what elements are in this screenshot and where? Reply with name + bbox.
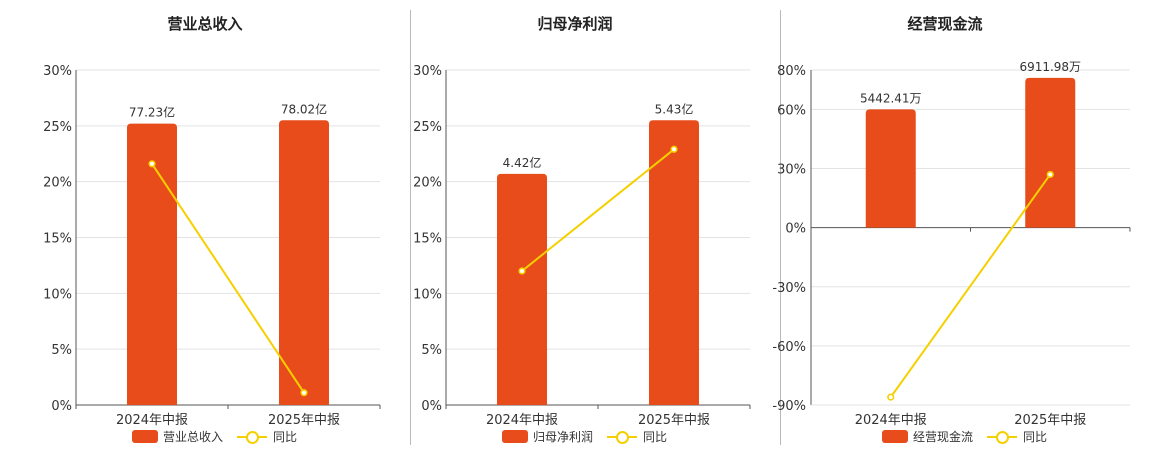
x-tick-label: 2024年中报 [855,413,927,428]
y-tick-label: 20% [413,176,442,191]
yoy-line [151,163,305,394]
legend-line-label: 同比 [1023,430,1048,444]
legend-bar-swatch [502,430,528,443]
y-tick-label: 30% [43,64,72,79]
x-tick-label: 2025年中报 [1014,413,1086,428]
x-tick-label: 2025年中报 [268,413,340,428]
y-tick-label: 15% [413,232,442,247]
x-tick-label: 2024年中报 [486,413,558,428]
legend-line-swatch [607,430,638,444]
y-tick-label: 5% [421,343,442,358]
bar [649,120,699,405]
y-tick-label: 10% [43,287,72,302]
chart-title: 营业总收入 [167,15,243,33]
bar [127,123,177,405]
legend-bar-swatch [132,430,158,443]
yoy-point [887,393,895,401]
bar-value-label: 6911.98万 [1019,60,1081,74]
y-tick-label: 0% [785,222,806,237]
yoy-point [670,145,678,153]
y-tick-label: -90% [772,399,806,414]
y-tick-label: 10% [413,287,442,302]
legend: 归母净利润 同比 [502,428,667,445]
y-tick-label: -60% [772,340,806,355]
panel-divider [410,10,411,445]
chart-panel-operating-cashflow: 经营现金流 80% 60% 30% 0% -30% -60% -90% 2024年中报 2025… [760,0,1131,450]
chart-svg-net-profit: 30% 25% 20% 15% 10% 5% 0% 2024年中报 2025年中报 4.42亿 5.… [413,64,751,428]
legend-bar-swatch [882,430,908,443]
y-tick-label: 5% [51,343,72,358]
chart-title: 归母净利润 [537,15,613,33]
yoy-point [300,389,308,397]
legend-bar-label: 营业总收入 [163,430,224,444]
legend: 营业总收入 同比 [132,428,297,445]
chart-panel-revenue: 营业总收入 30% 25% 20% 15% 10% 5% 0% 2024年中报 2025年中报 7… [20,0,390,450]
y-tick-label: 30% [413,64,442,79]
legend-line-swatch [987,430,1018,444]
yoy-point [148,160,156,168]
y-tick-label: 60% [777,103,806,118]
yoy-point [1046,170,1054,179]
chart-svg-revenue: 30% 25% 20% 15% 10% 5% 0% 2024年中报 2025年中报 77.23亿 7… [43,64,381,428]
chart-title: 经营现金流 [907,15,983,33]
yoy-line [889,173,1052,398]
y-tick-label: 25% [43,120,72,135]
bar [865,109,916,228]
y-tick-label: 15% [43,232,72,247]
bar-value-label: 5442.41万 [860,91,922,105]
bar-value-label: 78.02亿 [281,101,327,116]
panel-divider [780,10,781,445]
legend-bar-label: 归母净利润 [533,430,594,444]
bar [497,173,547,405]
yoy-point [518,267,526,275]
bar-value-label: 77.23亿 [129,105,175,120]
legend-line-label: 同比 [273,430,298,444]
chart-panel-net-profit: 归母净利润 30% 25% 20% 15% 10% 5% 0% 2024年中报 2025年中报 4… [390,0,760,450]
y-tick-label: 20% [43,176,72,191]
y-tick-label: 30% [777,163,806,178]
chart-svg-cashflow: 80% 60% 30% 0% -30% -60% -90% 2024年中报 2025年中报 544… [772,60,1131,428]
bar [1025,77,1076,228]
bar-value-label: 4.42亿 [503,155,542,170]
bar [279,120,329,405]
legend-line-label: 同比 [643,430,668,444]
legend-line-swatch [237,430,268,444]
y-tick-label: -30% [772,281,806,296]
y-tick-label: 0% [51,399,72,414]
y-tick-label: 0% [421,399,442,414]
x-tick-label: 2025年中报 [638,413,710,428]
y-tick-label: 80% [777,64,806,79]
legend: 经营现金流 同比 [882,428,1047,445]
legend-bar-label: 经营现金流 [913,430,974,444]
x-tick-label: 2024年中报 [116,413,188,428]
bar-value-label: 5.43亿 [655,101,694,116]
y-tick-label: 25% [413,120,442,135]
yoy-line [521,148,675,272]
